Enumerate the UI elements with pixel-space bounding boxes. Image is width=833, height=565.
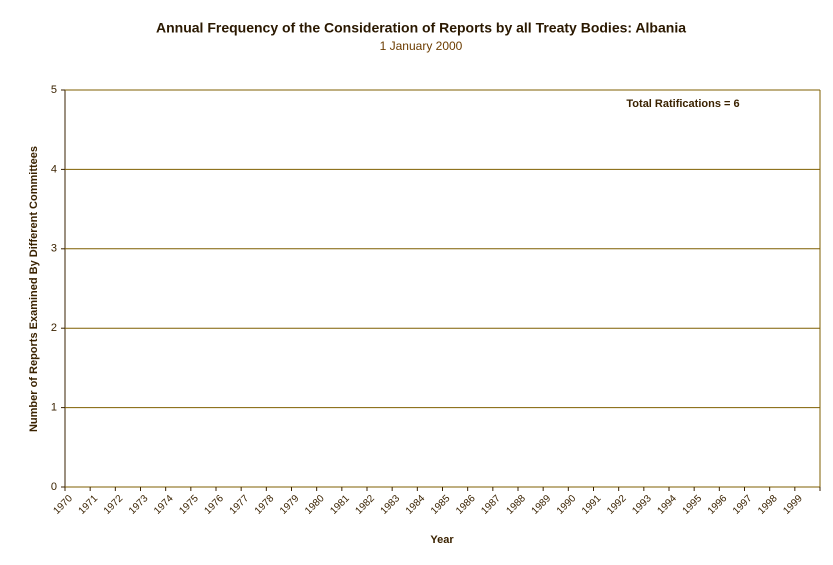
x-tick-label: 1987 (479, 493, 503, 517)
x-tick-label: 1996 (706, 493, 730, 517)
y-tick-label: 2 (51, 322, 57, 334)
x-tick-label: 1981 (328, 493, 352, 517)
x-tick-label: 1990 (555, 493, 579, 517)
x-tick-label: 1980 (303, 493, 327, 517)
x-tick-label: 1984 (404, 493, 428, 517)
x-tick-label: 1992 (605, 493, 629, 517)
x-tick-label: 1983 (379, 493, 403, 517)
x-tick-label: 1988 (504, 493, 528, 517)
x-tick-label: 1986 (454, 493, 478, 517)
x-tick-label: 1975 (177, 493, 201, 517)
annotation: Total Ratifications = 6 (626, 98, 739, 110)
x-tick-label: 1973 (127, 493, 151, 517)
x-tick-label: 1999 (781, 493, 805, 517)
x-tick-label: 1997 (731, 493, 755, 517)
x-axis-label: Year (430, 534, 454, 546)
x-tick-label: 1998 (756, 493, 780, 517)
x-tick-label: 1991 (580, 493, 604, 517)
x-tick-label: 1972 (102, 493, 126, 517)
y-tick-label: 5 (51, 84, 57, 96)
y-tick-label: 1 (51, 402, 57, 414)
x-tick-label: 1993 (630, 493, 654, 517)
x-tick-label: 1994 (655, 493, 679, 517)
y-tick-label: 0 (51, 481, 57, 493)
y-axis-label: Number of Reports Examined By Different … (28, 146, 40, 432)
x-tick-label: 1970 (51, 493, 75, 517)
x-tick-label: 1979 (278, 493, 302, 517)
chart-title: Annual Frequency of the Consideration of… (156, 20, 686, 36)
x-tick-label: 1971 (77, 493, 101, 517)
y-tick-label: 4 (51, 163, 57, 175)
x-tick-label: 1982 (353, 493, 377, 517)
x-tick-label: 1978 (253, 493, 277, 517)
x-tick-label: 1995 (681, 493, 705, 517)
x-tick-label: 1977 (228, 493, 252, 517)
y-tick-label: 3 (51, 243, 57, 255)
x-tick-label: 1974 (152, 493, 176, 517)
chart-subtitle: 1 January 2000 (380, 39, 463, 53)
x-tick-label: 1976 (202, 493, 226, 517)
x-tick-label: 1989 (530, 493, 554, 517)
x-tick-label: 1985 (429, 493, 453, 517)
